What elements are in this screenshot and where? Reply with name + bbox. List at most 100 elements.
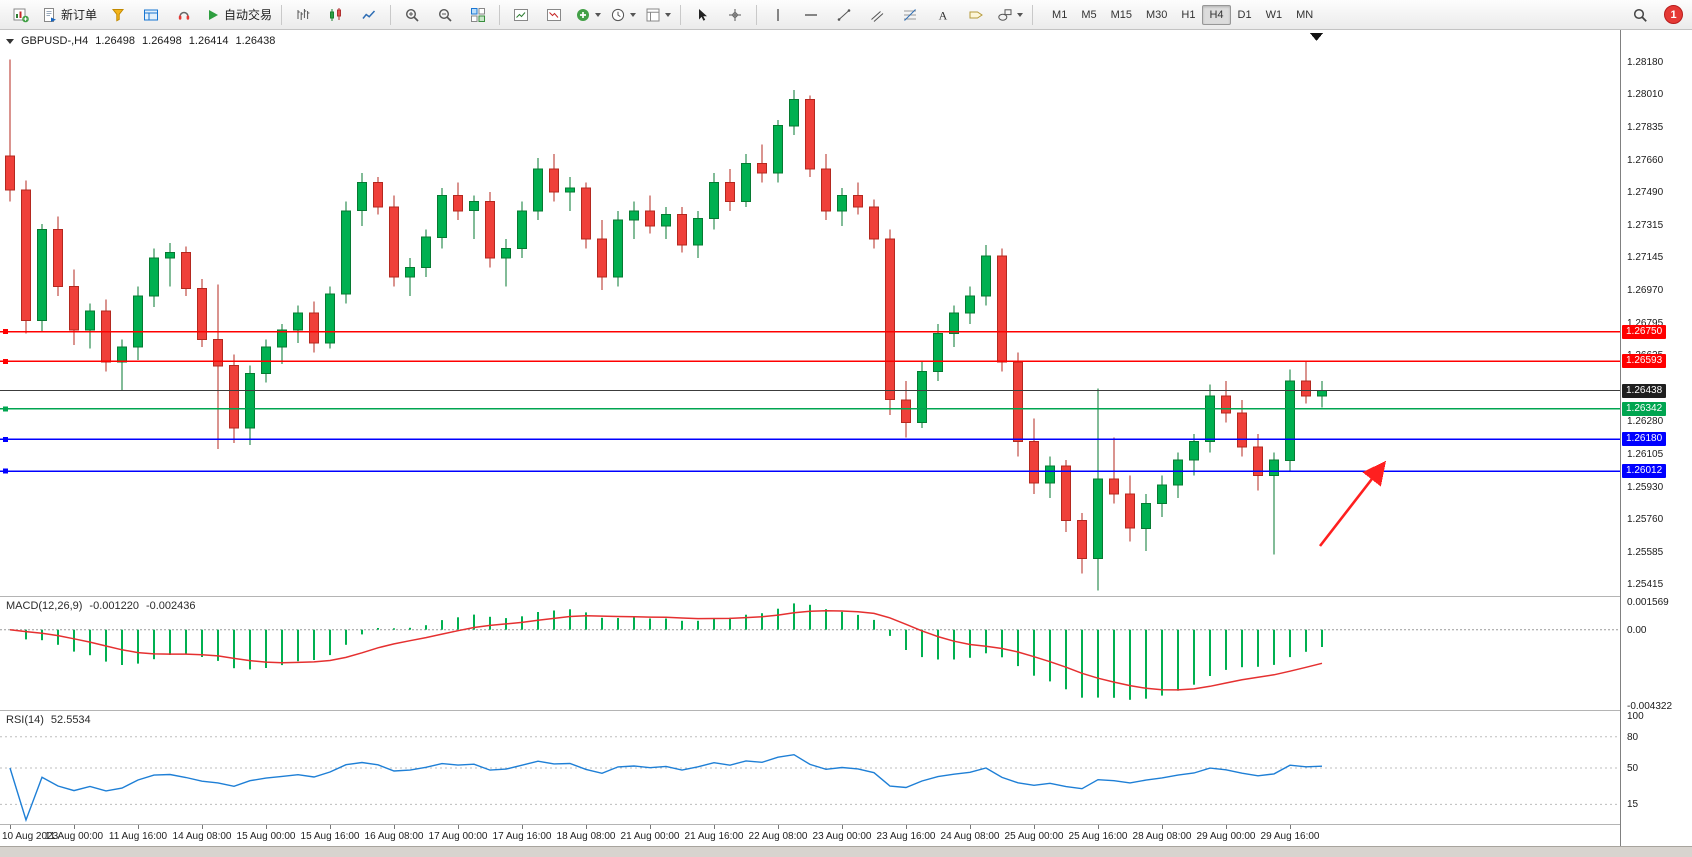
price-tag-level[interactable]: 1.26750 bbox=[1622, 325, 1667, 339]
play-icon bbox=[205, 7, 221, 23]
line-handle[interactable] bbox=[3, 406, 8, 412]
templates-menu-button[interactable] bbox=[641, 2, 675, 28]
macd-panel[interactable]: MACD(12,26,9) -0.001220 -0.002436 bbox=[0, 597, 1620, 710]
chevron-down-icon[interactable] bbox=[1017, 12, 1024, 17]
price-scale[interactable]: 1.28180 1.28010 1.27835 1.27660 1.27490 1.273… bbox=[1620, 30, 1692, 846]
zoom-in-button[interactable] bbox=[396, 2, 428, 28]
label-tool-button[interactable] bbox=[960, 2, 992, 28]
price-tag-level[interactable]: 1.26012 bbox=[1622, 464, 1667, 478]
auto-trading-button[interactable]: 自动交易 bbox=[201, 2, 276, 28]
text-tool-button[interactable]: A bbox=[927, 2, 959, 28]
rsi-axis-label: 80 bbox=[1627, 731, 1639, 743]
candle-body bbox=[965, 295, 975, 314]
bars-icon bbox=[295, 7, 311, 23]
plus-circle-icon bbox=[575, 7, 591, 23]
timeframe-m1-button[interactable]: M1 bbox=[1052, 8, 1068, 21]
horizontal-line-tool-button[interactable] bbox=[795, 2, 827, 28]
new-chart-button[interactable] bbox=[5, 2, 37, 28]
timeframe-d1-button[interactable]: D1 bbox=[1237, 8, 1252, 21]
panel-separator[interactable] bbox=[0, 824, 1692, 825]
price-svg[interactable] bbox=[0, 30, 1620, 596]
macd-axis-zero: 0.00 bbox=[1627, 624, 1647, 636]
cursor-tool-button[interactable] bbox=[686, 2, 718, 28]
tile-windows-button[interactable] bbox=[462, 2, 494, 28]
market-watch-button[interactable] bbox=[102, 2, 134, 28]
client-terminal-button[interactable] bbox=[168, 2, 200, 28]
fibo-icon bbox=[902, 7, 918, 23]
trendline-tool-button[interactable] bbox=[828, 2, 860, 28]
time-axis-label: 28 Aug 08:00 bbox=[1132, 831, 1192, 842]
chart-header: GBPUSD-,H4 1.26498 1.26498 1.26414 1.264… bbox=[6, 35, 275, 47]
price-tag-bid[interactable]: 1.26438 bbox=[1622, 384, 1667, 398]
chevron-down-icon[interactable] bbox=[665, 12, 672, 17]
price-tag-level[interactable]: 1.26342 bbox=[1622, 402, 1667, 416]
candle-body bbox=[1013, 361, 1023, 442]
new-order-button[interactable]: 新订单 bbox=[38, 2, 101, 28]
loss-chart-button[interactable] bbox=[538, 2, 570, 28]
add-indicator-button[interactable] bbox=[571, 2, 605, 28]
timeframe-m5-button[interactable]: M5 bbox=[1081, 8, 1097, 21]
rsi-svg[interactable] bbox=[0, 711, 1620, 824]
headset-icon bbox=[176, 7, 192, 23]
candle-body bbox=[1189, 440, 1199, 461]
macd-svg[interactable] bbox=[0, 597, 1620, 710]
time-tick bbox=[1098, 825, 1099, 829]
candle-body bbox=[1077, 520, 1087, 560]
profit-chart-button[interactable] bbox=[505, 2, 537, 28]
timeframe-m30-button[interactable]: M30 bbox=[1146, 8, 1168, 21]
candle-body bbox=[645, 210, 655, 227]
toolbar: 新订单 自动交易 A M1 M5 M15 M30 H1 H4 D1 W1 MN 1 bbox=[0, 0, 1692, 30]
chevron-down-icon[interactable] bbox=[630, 12, 637, 17]
time-axis-label: 10 Aug 2023 bbox=[2, 831, 59, 842]
fibonacci-tool-button[interactable] bbox=[894, 2, 926, 28]
notification-badge[interactable]: 1 bbox=[1664, 5, 1683, 24]
candle-body bbox=[69, 285, 79, 331]
trendline-icon bbox=[836, 7, 852, 23]
periods-menu-button[interactable] bbox=[606, 2, 640, 28]
zoom-out-button[interactable] bbox=[429, 2, 461, 28]
time-tick bbox=[842, 825, 843, 829]
candle-body bbox=[165, 251, 175, 259]
timeframe-h4-button[interactable]: H4 bbox=[1202, 4, 1231, 25]
candle-body bbox=[853, 195, 863, 208]
price-tag-level[interactable]: 1.26593 bbox=[1622, 354, 1667, 368]
candle-body bbox=[533, 168, 543, 212]
candle-body bbox=[101, 310, 111, 363]
arrow-annotation[interactable] bbox=[1318, 460, 1386, 547]
price-axis-label: 1.25585 bbox=[1627, 547, 1664, 558]
rsi-panel[interactable]: RSI(14) 52.5534 bbox=[0, 711, 1620, 824]
chevron-down-icon[interactable] bbox=[595, 12, 602, 17]
candle-body bbox=[1301, 380, 1311, 397]
chart-menu-icon[interactable] bbox=[6, 38, 14, 44]
search-button[interactable] bbox=[1624, 2, 1656, 28]
price-chart-panel[interactable]: GBPUSD-,H4 1.26498 1.26498 1.26414 1.264… bbox=[0, 30, 1620, 596]
timeframe-mn-button[interactable]: MN bbox=[1296, 8, 1314, 21]
time-axis[interactable]: 10 Aug 2023 11 Aug 00:00 11 Aug 16:00 14 Au… bbox=[0, 825, 1620, 846]
channel-tool-button[interactable] bbox=[861, 2, 893, 28]
data-window-button[interactable] bbox=[135, 2, 167, 28]
candlestick-mode-button[interactable] bbox=[320, 2, 352, 28]
rsi-chart[interactable] bbox=[0, 711, 1620, 824]
price-tag-level[interactable]: 1.26180 bbox=[1622, 432, 1667, 446]
macd-chart[interactable] bbox=[0, 597, 1620, 710]
line-handle[interactable] bbox=[3, 468, 8, 474]
timeframe-h1-button[interactable]: H1 bbox=[1181, 8, 1196, 21]
panel-separator[interactable] bbox=[0, 596, 1692, 597]
line-handle[interactable] bbox=[3, 358, 8, 364]
timeframe-m15-button[interactable]: M15 bbox=[1110, 8, 1132, 21]
candle-body bbox=[1141, 503, 1151, 529]
chart-shift-marker-icon[interactable] bbox=[1310, 33, 1323, 41]
bar-chart-mode-button[interactable] bbox=[287, 2, 319, 28]
time-tick bbox=[1290, 825, 1291, 829]
crosshair-tool-button[interactable] bbox=[719, 2, 751, 28]
candle-body bbox=[357, 181, 367, 212]
shapes-tool-button[interactable] bbox=[993, 2, 1027, 28]
panel-separator[interactable] bbox=[0, 710, 1692, 711]
line-handle[interactable] bbox=[3, 329, 8, 335]
candlestick-chart[interactable] bbox=[0, 30, 1620, 596]
candle-body bbox=[469, 200, 479, 212]
line-handle[interactable] bbox=[3, 436, 8, 442]
line-chart-mode-button[interactable] bbox=[353, 2, 385, 28]
timeframe-w1-button[interactable]: W1 bbox=[1265, 8, 1283, 21]
vertical-line-tool-button[interactable] bbox=[762, 2, 794, 28]
